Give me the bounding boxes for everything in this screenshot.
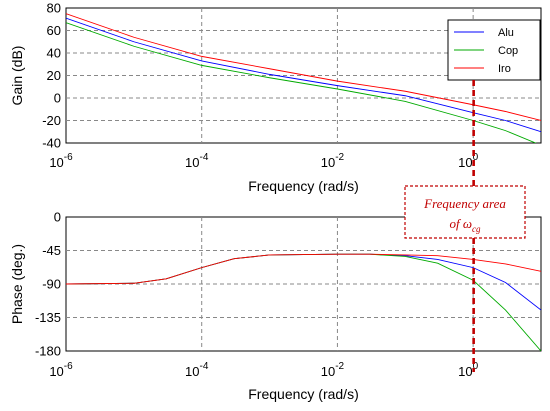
- phase-y-tick-label: 0: [54, 210, 61, 225]
- gain-series-group: [66, 13, 541, 143]
- gain-x-axis-label: Frequency (rad/s): [248, 178, 358, 194]
- annotation-line-2: of ωcg: [449, 216, 481, 234]
- phase-x-tick-label: 10-2: [321, 361, 345, 379]
- gain-y-tick-label: 20: [47, 68, 61, 83]
- phase-x-tick-label: 10-6: [49, 361, 73, 379]
- gain-y-tick-label: -40: [42, 136, 61, 151]
- legend-label-alu: Alu: [498, 27, 514, 39]
- phase-y-tick-label: -180: [35, 344, 61, 359]
- legend: Alu Cop Iro: [447, 19, 541, 81]
- gain-y-tick-label: 40: [47, 46, 61, 61]
- phase-x-tick-label: 100: [458, 361, 478, 379]
- gain-series-iro: [66, 13, 541, 121]
- gain-x-tick-label: 10-2: [321, 152, 345, 170]
- gain-series-cop: [66, 22, 537, 143]
- phase-y-tick-label: -90: [42, 277, 61, 292]
- phase-x-tick-label: 10-4: [185, 361, 209, 379]
- gain-x-tick-label: 10-6: [49, 152, 73, 170]
- phase-plot: 0 -45 -90 -135 -180 10-6 10-4 10-2 100 Frequency …: [9, 210, 542, 402]
- phase-y-tick-label: -135: [35, 310, 61, 325]
- phase-y-tick-label: -45: [42, 243, 61, 258]
- phase-y-axis-label: Phase (deg.): [9, 244, 25, 324]
- gain-y-axis-label: Gain (dB): [9, 46, 25, 106]
- gain-y-tick-label: 0: [54, 91, 61, 106]
- legend-label-iro: Iro: [498, 63, 511, 75]
- annotation-box: [404, 185, 526, 239]
- gain-y-tick-label: 60: [47, 23, 61, 38]
- gain-y-tick-label: 80: [47, 1, 61, 16]
- phase-x-axis-label: Frequency (rad/s): [248, 386, 358, 402]
- gain-series-alu: [66, 17, 541, 133]
- gain-x-tick-label: 10-4: [185, 152, 209, 170]
- gain-x-tick-label: 100: [458, 152, 478, 170]
- gain-y-tick-label: -20: [42, 113, 61, 128]
- legend-label-cop: Cop: [498, 45, 518, 57]
- annotation-line-1: Frequency area: [423, 196, 506, 211]
- marker-layer: Frequency area of ωcg: [404, 80, 526, 372]
